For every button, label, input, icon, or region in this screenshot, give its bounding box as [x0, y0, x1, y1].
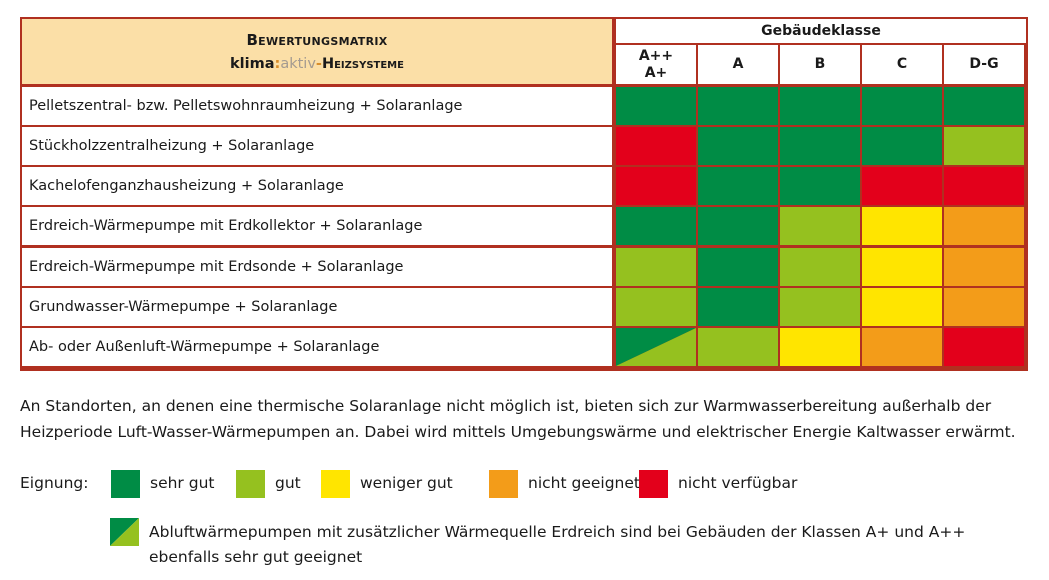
matrix-title: Bewertungsmatrix klima:aktiv-Heizsysteme	[22, 19, 612, 84]
heating-system-label: Grundwasser-Wärmepumpe + Solaranlage	[22, 288, 612, 326]
legend-label: nicht geeignet	[528, 474, 640, 492]
class-label: A	[732, 56, 744, 72]
matrix-title-brand: klima:aktiv-Heizsysteme	[230, 52, 404, 76]
legend-label: weniger gut	[360, 474, 453, 492]
rating-cell-sehr-gut	[698, 288, 778, 326]
matrix-title-line1: Bewertungsmatrix	[246, 30, 388, 49]
rating-cell-nicht-verfuegbar	[944, 167, 1024, 205]
class-header: B	[780, 45, 860, 84]
rating-cell-gut	[698, 328, 778, 366]
split-lime-part	[616, 328, 696, 366]
rating-cell-nicht-verfuegbar	[616, 167, 696, 205]
rating-cell-gut	[780, 288, 860, 326]
class-header: A++ A+	[616, 45, 696, 84]
rating-cell-sehr-gut	[862, 87, 942, 125]
legend-swatch-nicht-verfuegbar	[639, 470, 668, 498]
class-label: D-G	[969, 56, 999, 72]
rating-cell-sehr-gut	[616, 87, 696, 125]
footnote-text: Abluftwärmepumpen mit zusätzlicher Wärme…	[149, 523, 966, 566]
rating-cell-nicht-geeignet	[944, 248, 1024, 286]
rating-cell-sehr-gut	[698, 248, 778, 286]
legend-label: sehr gut	[150, 474, 215, 492]
split-swatch-lime	[110, 518, 139, 546]
brand-colon: :	[274, 55, 281, 72]
rating-cell-nicht-verfuegbar	[944, 328, 1024, 366]
rating-cell-gut	[780, 207, 860, 245]
heating-system-label: Ab- oder Außenluft-Wärmepumpe + Solaranl…	[22, 328, 612, 366]
rating-cell-split	[616, 328, 696, 366]
rating-cell-nicht-verfuegbar	[862, 167, 942, 205]
rating-cell-weniger-gut	[780, 328, 860, 366]
rating-cell-gut	[780, 248, 860, 286]
class-header: C	[862, 45, 942, 84]
class-header: A	[698, 45, 778, 84]
rating-cell-gut	[616, 248, 696, 286]
heating-system-label: Stückholzzentralheizung + Solaranlage	[22, 127, 612, 165]
legend-label: gut	[275, 474, 301, 492]
class-header: D-G	[944, 45, 1024, 84]
rating-cell-nicht-geeignet	[862, 328, 942, 366]
heating-system-label: Kachelofenganzhausheizung + Solaranlage	[22, 167, 612, 205]
legend-swatch-gut	[236, 470, 265, 498]
solar-note: An Standorten, an denen eine thermische …	[20, 397, 1016, 441]
rating-cell-nicht-geeignet	[944, 288, 1024, 326]
legend-footnote: Abluftwärmepumpen mit zusätzlicher Wärme…	[110, 518, 1030, 570]
legend-title: Eignung:	[20, 474, 89, 492]
class-label: C	[896, 56, 908, 72]
brand-dash: -	[315, 55, 322, 72]
heating-system-label: Erdreich-Wärmepumpe mit Erdsonde + Solar…	[22, 248, 612, 286]
rating-cell-sehr-gut	[698, 207, 778, 245]
rating-cell-nicht-geeignet	[944, 207, 1024, 245]
rating-cell-sehr-gut	[698, 87, 778, 125]
brand-klima: klima	[230, 55, 275, 72]
heating-system-label: Erdreich-Wärmepumpe mit Erdkollektor + S…	[22, 207, 612, 245]
rating-cell-sehr-gut	[944, 87, 1024, 125]
rating-cell-sehr-gut	[698, 167, 778, 205]
legend-swatch-nicht-geeignet	[489, 470, 518, 498]
rating-cell-gut	[944, 127, 1024, 165]
legend-swatch-weniger-gut	[321, 470, 350, 498]
brand-heizsysteme: Heizsysteme	[321, 55, 404, 72]
legend-label: nicht verfügbar	[678, 474, 798, 492]
rating-cell-sehr-gut	[780, 87, 860, 125]
rating-cell-sehr-gut	[780, 167, 860, 205]
gebaeudeklasse-header: Gebäudeklasse	[616, 19, 1026, 43]
split-rating-swatch	[110, 518, 139, 546]
split-rating-shape	[616, 328, 696, 366]
class-label: A++	[638, 47, 674, 64]
rating-cell-weniger-gut	[862, 248, 942, 286]
legend-swatch-sehr-gut	[111, 470, 140, 498]
class-label-secondary: A+	[644, 64, 668, 81]
rating-cell-weniger-gut	[862, 288, 942, 326]
rating-cell-nicht-verfuegbar	[616, 127, 696, 165]
heating-system-label: Pelletszentral- bzw. Pelletswohnraumheiz…	[22, 87, 612, 125]
rating-matrix: Bewertungsmatrix klima:aktiv-Heizsysteme…	[20, 17, 1028, 371]
rating-cell-sehr-gut	[616, 207, 696, 245]
class-label: B	[814, 56, 826, 72]
rating-cell-weniger-gut	[862, 207, 942, 245]
rating-cell-sehr-gut	[698, 127, 778, 165]
rating-cell-sehr-gut	[780, 127, 860, 165]
rating-cell-sehr-gut	[862, 127, 942, 165]
brand-aktiv: aktiv	[280, 55, 316, 72]
rating-cell-gut	[616, 288, 696, 326]
